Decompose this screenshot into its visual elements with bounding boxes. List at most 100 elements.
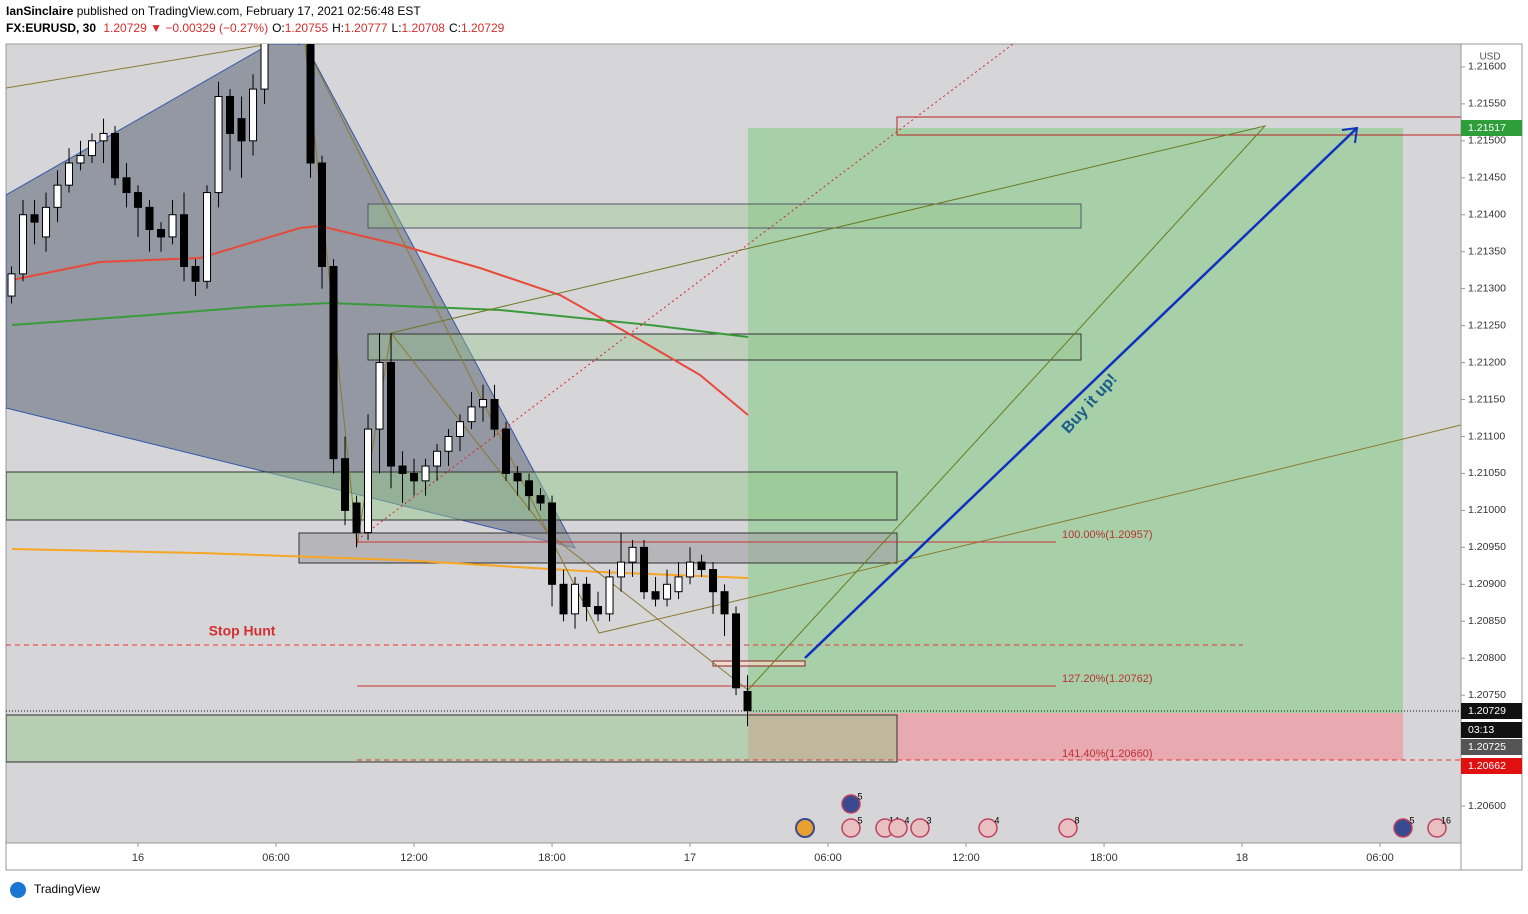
y-tick-label: 1.21250 <box>1468 319 1506 331</box>
event-icon <box>795 818 815 838</box>
candle-body <box>65 162 74 186</box>
candle-body <box>720 591 729 615</box>
candle-body <box>467 406 476 423</box>
candle-body <box>571 583 580 615</box>
price-tag-label: 1.21517 <box>1468 122 1506 134</box>
candle-body <box>617 561 626 578</box>
ohlc-key: C: <box>449 21 461 35</box>
symbol: FX:EURUSD, 30 <box>6 21 96 35</box>
publisher: IanSinclaire <box>6 4 74 18</box>
fib-label: 100.00%(1.20957) <box>1062 529 1153 541</box>
candle-body <box>490 399 499 430</box>
y-tick-label: 1.21400 <box>1468 209 1506 221</box>
event-icon <box>910 818 930 838</box>
x-tick-label: 06:00 <box>1366 852 1394 864</box>
event-count: 5 <box>857 815 862 825</box>
candle-body <box>145 206 154 231</box>
pattern-line <box>390 125 1267 691</box>
price-tag-label: 1.20725 <box>1468 741 1506 753</box>
candle-body <box>180 214 189 267</box>
x-tick-label: 06:00 <box>262 852 290 864</box>
candle-body <box>628 546 637 563</box>
candle-body <box>559 583 568 615</box>
candles <box>7 44 752 727</box>
header-line-1: IanSinclaire published on TradingView.co… <box>6 4 421 18</box>
candle-body <box>697 561 706 571</box>
candle-body <box>249 88 258 142</box>
ma-orange <box>11 548 749 579</box>
trend-line <box>6 44 271 89</box>
price-tag <box>1461 739 1522 755</box>
y-tick-label: 1.20950 <box>1468 541 1506 553</box>
zone <box>6 714 898 763</box>
footer: TradingView <box>34 882 100 896</box>
x-tick-label: 18:00 <box>538 852 566 864</box>
ohlc-value: 1.20708 <box>402 21 446 35</box>
price-tag-label: 1.20729 <box>1468 705 1506 717</box>
dotted-line <box>356 44 1014 541</box>
zone <box>298 532 898 564</box>
candle-body <box>30 214 39 223</box>
zone <box>712 660 806 667</box>
ma-red <box>11 224 749 416</box>
zone <box>367 203 1082 229</box>
candle-body <box>594 605 603 615</box>
candle-body <box>203 192 212 282</box>
y-tick-label: 1.21500 <box>1468 135 1506 147</box>
y-tick-label: 1.20750 <box>1468 689 1506 701</box>
pattern-line <box>304 44 749 691</box>
candle-body <box>168 214 177 238</box>
y-tick-label: 1.21550 <box>1468 98 1506 110</box>
x-tick-label: 18 <box>1236 852 1248 864</box>
candle-body <box>479 399 488 408</box>
ohlc-value: 1.20755 <box>285 21 329 35</box>
y-tick-label: 1.21300 <box>1468 282 1506 294</box>
candle-body <box>444 435 453 452</box>
candle-body <box>387 362 396 467</box>
candle-body <box>605 576 614 615</box>
event-icon <box>1393 818 1413 838</box>
event-icon <box>841 794 861 814</box>
wedge <box>6 44 576 549</box>
time-axis <box>5 842 1462 871</box>
axes: 1.206001.206501.207001.207501.208001.208… <box>132 61 1522 864</box>
event-count: 8 <box>1074 815 1079 825</box>
event-count: 4 <box>904 815 909 825</box>
candle-body <box>513 472 522 482</box>
fib-label: 141.40%(1.20660) <box>1062 748 1153 760</box>
candle-body <box>53 184 62 208</box>
candle-body <box>7 273 16 297</box>
y-tick-label: 1.21200 <box>1468 356 1506 368</box>
candle-body <box>640 546 649 593</box>
candle-body <box>341 458 350 511</box>
candle-body <box>686 561 695 578</box>
candle-body <box>76 155 85 164</box>
ohlc: O:1.20755 H:1.20777 L:1.20708 C:1.20729 <box>272 21 505 35</box>
y-tick-label: 1.21150 <box>1468 393 1505 405</box>
event-icon <box>888 818 908 838</box>
x-tick-label: 12:00 <box>952 852 980 864</box>
candle-body <box>651 591 660 600</box>
x-tick-label: 16 <box>132 852 144 864</box>
candle-body <box>42 206 51 238</box>
candle-body <box>674 576 683 593</box>
arrow <box>804 127 1358 659</box>
price-tag-label: 1.20662 <box>1468 760 1506 772</box>
candle-body <box>502 428 511 474</box>
candle-body <box>111 132 120 179</box>
candle-body <box>525 480 534 497</box>
fib-label: 127.20%(1.20762) <box>1062 673 1153 685</box>
ohlc-value: 1.20729 <box>461 21 505 35</box>
y-tick-label: 1.20600 <box>1468 800 1506 812</box>
arrow-head <box>1341 126 1359 144</box>
currency: USD <box>1479 52 1500 63</box>
ohlc-key: L: <box>392 21 402 35</box>
candle-body <box>364 428 373 534</box>
candle-body <box>732 613 741 689</box>
event-count: 5 <box>857 791 862 801</box>
candle-body <box>19 214 28 275</box>
price-tag <box>1461 722 1522 738</box>
candle-body <box>398 465 407 474</box>
x-tick-label: 17 <box>684 852 696 864</box>
event-icon <box>1427 818 1447 838</box>
